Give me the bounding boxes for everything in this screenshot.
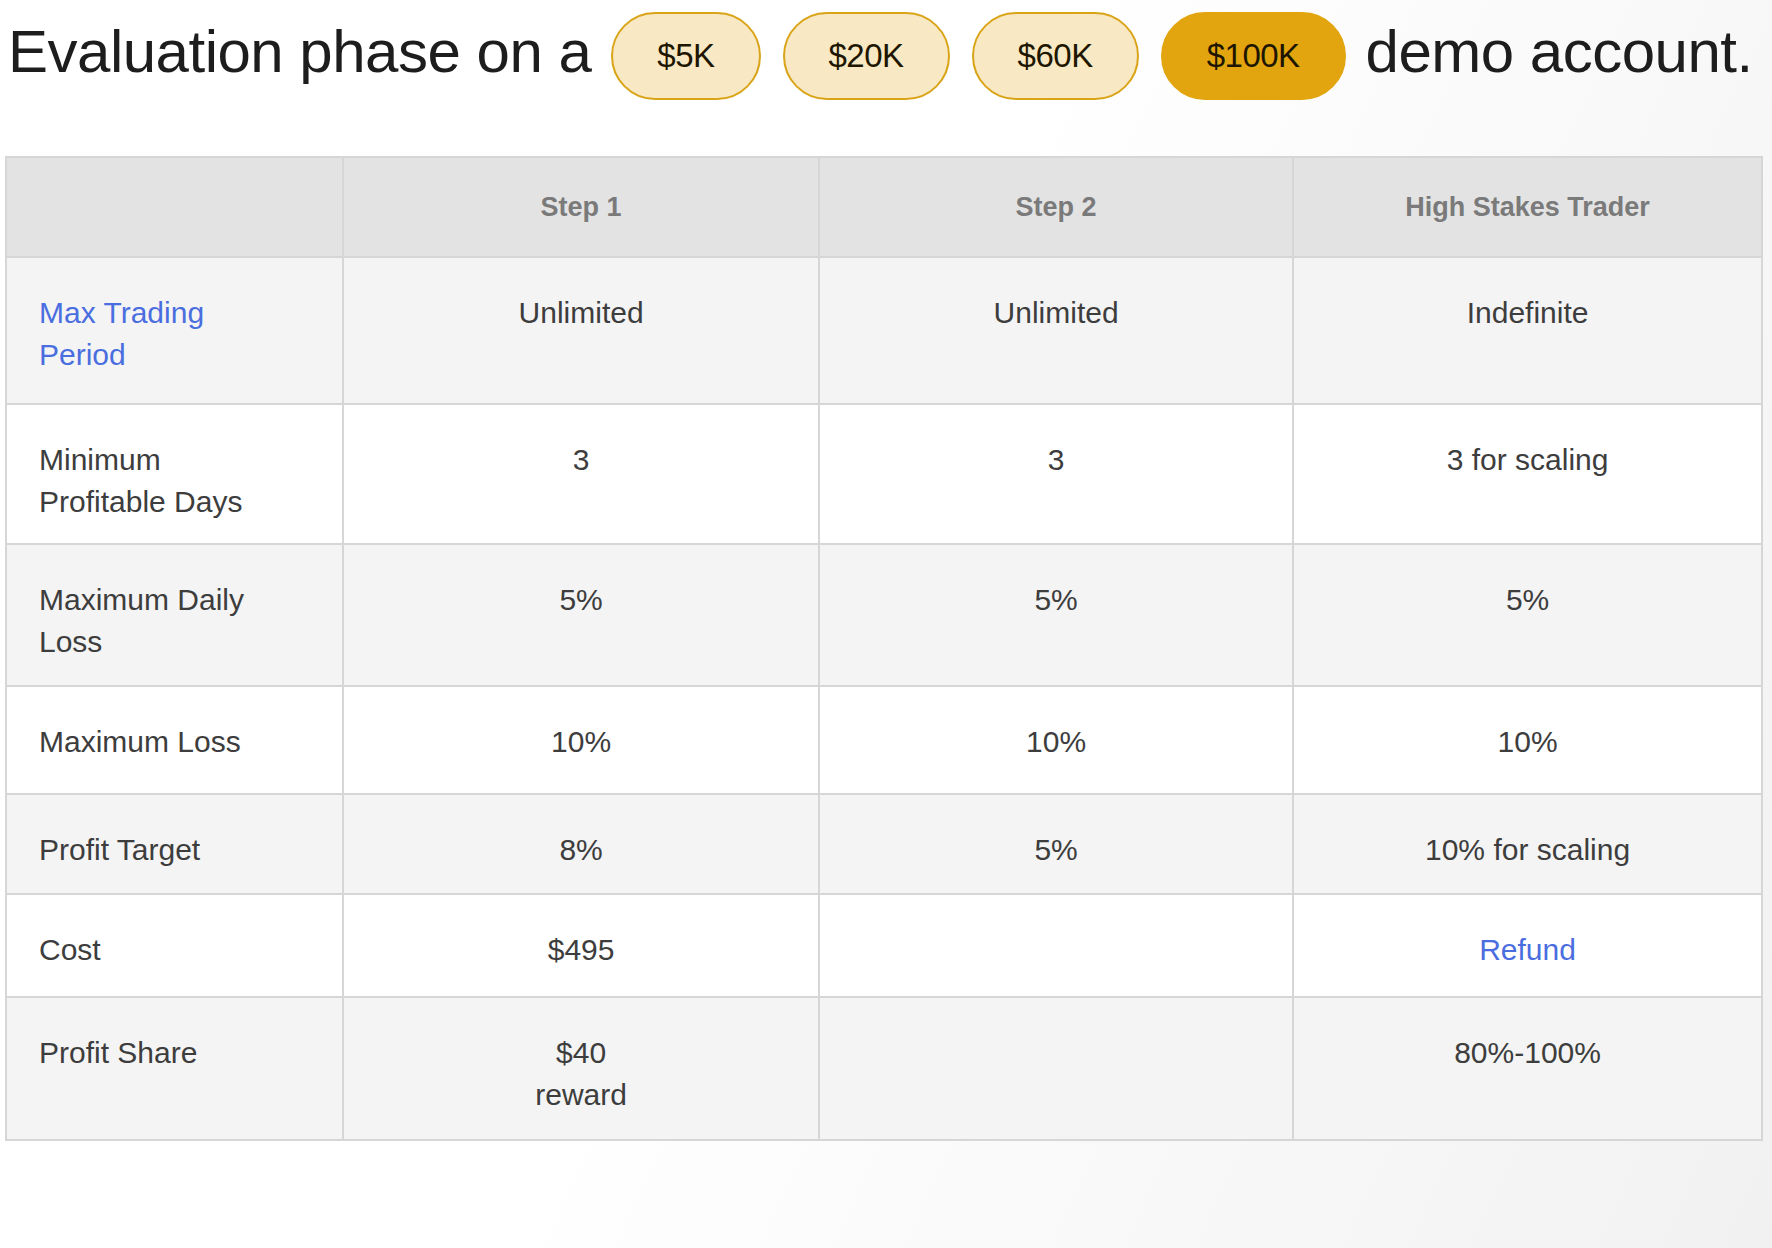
cell-profit-share-high-stakes-trader: 80%-100% — [1293, 997, 1762, 1140]
cell-maximum-loss-step-1: 10% — [343, 686, 819, 794]
account-size-pill-20k[interactable]: $20K — [783, 12, 950, 100]
row-label-profit-target: Profit Target — [6, 794, 343, 894]
cell-maximum-loss-step-2: 10% — [819, 686, 1293, 794]
column-header-empty — [6, 157, 343, 257]
cell-cost-step-1: $495 — [343, 894, 819, 997]
row-label-max-trading-period: Max Trading Period — [6, 257, 343, 404]
table-header-row: Step 1 Step 2 High Stakes Trader — [6, 157, 1762, 257]
page-title-suffix: demo account. — [1366, 18, 1753, 85]
table-row: Cost$495 Refund — [6, 894, 1762, 997]
cell-max-trading-period-step-1: Unlimited — [343, 257, 819, 404]
cell-profit-target-step-2: 5% — [819, 794, 1293, 894]
table-row: Profit Share$40 reward 80%-100% — [6, 997, 1762, 1140]
account-size-pill-100k[interactable]: $100K — [1161, 12, 1346, 100]
cell-cost-high-stakes-trader: Refund — [1293, 894, 1762, 997]
cell-maximum-daily-loss-step-2: 5% — [819, 544, 1293, 686]
page-title: Evaluation phase on a $5K $20K$60K$100K dem… — [8, 12, 1764, 100]
table-row: Max Trading PeriodUnlimitedUnlimitedInde… — [6, 257, 1762, 404]
row-label-profit-share: Profit Share — [6, 997, 343, 1140]
cell-max-trading-period-high-stakes-trader: Indefinite — [1293, 257, 1762, 404]
cell-maximum-daily-loss-step-1: 5% — [343, 544, 819, 686]
table-row: Maximum Daily Loss5%5%5% — [6, 544, 1762, 686]
account-size-pill-5k[interactable]: $5K — [611, 12, 760, 100]
row-label-maximum-loss: Maximum Loss — [6, 686, 343, 794]
evaluation-table: Step 1 Step 2 High Stakes Trader Max Tra… — [5, 156, 1763, 1141]
cell-maximum-daily-loss-high-stakes-trader: 5% — [1293, 544, 1762, 686]
cell-maximum-loss-high-stakes-trader: 10% — [1293, 686, 1762, 794]
column-header-step-1: Step 1 — [343, 157, 819, 257]
cell-minimum-profitable-days-step-1: 3 — [343, 404, 819, 544]
table-row: Profit Target8%5%10% for scaling — [6, 794, 1762, 894]
cell-profit-share-step-2 — [819, 997, 1293, 1140]
account-size-pill-60k[interactable]: $60K — [972, 12, 1139, 100]
table-row: Maximum Loss10%10%10% — [6, 686, 1762, 794]
page-title-prefix: Evaluation phase on a — [8, 18, 591, 85]
row-label-maximum-daily-loss: Maximum Daily Loss — [6, 544, 343, 686]
cell-profit-target-step-1: 8% — [343, 794, 819, 894]
cell-profit-share-step-1: $40 reward — [343, 997, 819, 1140]
table-row: Minimum Profitable Days333 for scaling — [6, 404, 1762, 544]
cell-cost-step-2 — [819, 894, 1293, 997]
cell-profit-target-high-stakes-trader: 10% for scaling — [1293, 794, 1762, 894]
row-label-cost: Cost — [6, 894, 343, 997]
account-size-pill-group: $5K $20K$60K$100K — [611, 12, 1345, 100]
cell-max-trading-period-step-2: Unlimited — [819, 257, 1293, 404]
max-trading-period-link[interactable]: Max Trading Period — [39, 296, 204, 370]
row-label-minimum-profitable-days: Minimum Profitable Days — [6, 404, 343, 544]
refund-link[interactable]: Refund — [1479, 933, 1576, 966]
column-header-step-2: Step 2 — [819, 157, 1293, 257]
cell-minimum-profitable-days-high-stakes-trader: 3 for scaling — [1293, 404, 1762, 544]
column-header-high-stakes-trader: High Stakes Trader — [1293, 157, 1762, 257]
cell-minimum-profitable-days-step-2: 3 — [819, 404, 1293, 544]
